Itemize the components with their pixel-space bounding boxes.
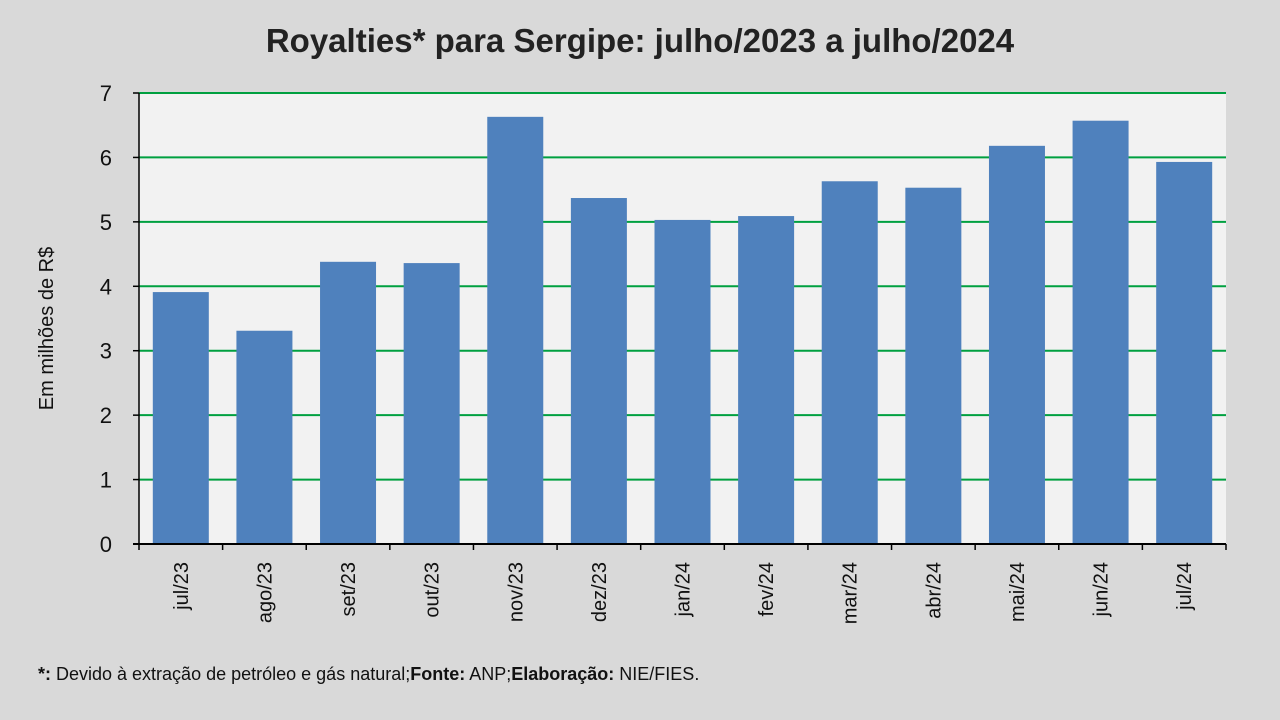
chart-title: Royalties* para Sergipe: julho/2023 a ju… bbox=[265, 22, 1015, 59]
x-tick-label: nov/23 bbox=[505, 562, 527, 622]
y-tick-label: 4 bbox=[100, 274, 112, 299]
bar-mai-24 bbox=[988, 145, 1045, 544]
bar-mar-24 bbox=[821, 181, 878, 544]
x-tick-label: jan/24 bbox=[673, 562, 695, 618]
x-tick-label: ago/23 bbox=[254, 562, 276, 623]
y-tick-label: 7 bbox=[100, 81, 112, 106]
x-tick-label: jul/24 bbox=[1174, 562, 1196, 611]
x-tick-label: set/23 bbox=[338, 562, 360, 616]
footnote-credit-label: Elaboração: bbox=[511, 664, 615, 684]
footnote-star-text: Devido à extração de petróleo e gás natu… bbox=[51, 664, 411, 684]
footnote-source-label: Fonte: bbox=[410, 664, 466, 684]
y-tick-label: 6 bbox=[100, 145, 112, 170]
x-tick-label: jul/23 bbox=[171, 562, 193, 611]
bar-abr-24 bbox=[905, 187, 962, 544]
x-tick-label: dez/23 bbox=[589, 562, 611, 622]
x-tick-label: mai/24 bbox=[1007, 562, 1029, 622]
y-tick-label: 3 bbox=[100, 339, 112, 364]
footnote-credit-text: NIE/FIES. bbox=[614, 664, 700, 684]
bar-jun-24 bbox=[1072, 120, 1129, 544]
bar-out-23 bbox=[403, 263, 460, 544]
footnote: *: Devido à extração de petróleo e gás n… bbox=[38, 664, 699, 685]
bar-jan-24 bbox=[654, 219, 711, 544]
y-tick-label: 1 bbox=[100, 468, 112, 493]
bar-ago-23 bbox=[236, 330, 293, 544]
y-tick-label: 5 bbox=[100, 210, 112, 235]
y-tick-label: 2 bbox=[100, 403, 112, 428]
x-tick-label: mar/24 bbox=[840, 562, 862, 624]
bar-fev-24 bbox=[738, 216, 795, 544]
y-tick-label: 0 bbox=[100, 532, 112, 557]
footnote-source-text: ANP; bbox=[465, 664, 512, 684]
y-axis-label: Em milhões de R$ bbox=[36, 247, 58, 410]
x-tick-label: fev/24 bbox=[756, 562, 778, 616]
x-tick-label: jun/24 bbox=[1091, 562, 1113, 618]
bar-jul-23 bbox=[152, 292, 209, 544]
bar-nov-23 bbox=[487, 116, 544, 545]
x-tick-label: abr/24 bbox=[923, 562, 945, 619]
x-tick-label: out/23 bbox=[422, 562, 444, 618]
bar-jul-24 bbox=[1156, 161, 1213, 544]
bar-set-23 bbox=[320, 261, 377, 544]
bar-dez-23 bbox=[570, 198, 627, 545]
footnote-star-label: *: bbox=[38, 664, 51, 684]
